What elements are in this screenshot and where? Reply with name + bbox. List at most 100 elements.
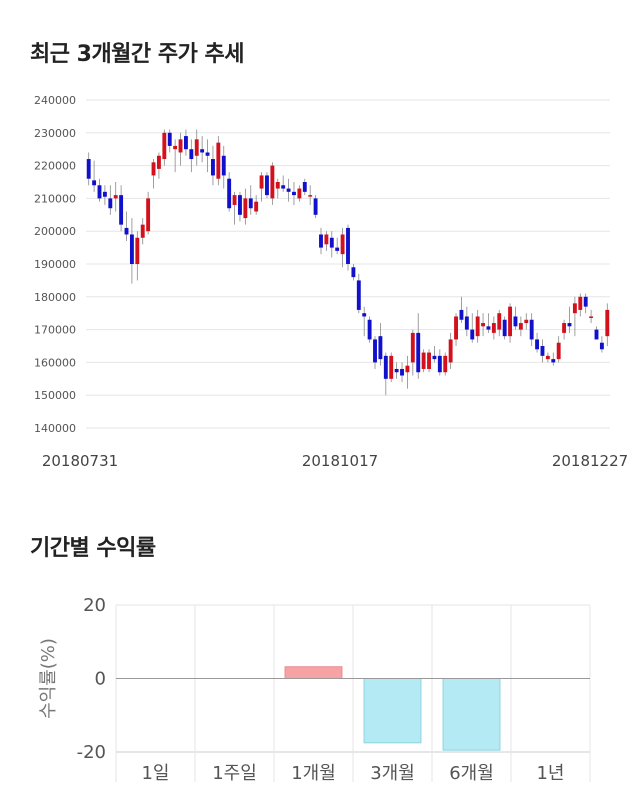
candle-body	[400, 368, 404, 376]
candle	[194, 129, 199, 166]
candle	[135, 231, 140, 281]
candle-body	[389, 355, 394, 379]
candle-body	[378, 336, 383, 360]
candle	[189, 139, 194, 173]
candle	[129, 218, 134, 284]
candle-body	[383, 355, 388, 379]
candle	[464, 306, 469, 337]
x-tick-label: 20181017	[302, 452, 378, 470]
candle-body	[529, 319, 534, 340]
candle	[367, 316, 372, 343]
candle	[92, 160, 97, 192]
candle-body	[97, 185, 102, 199]
x-tick-label: 3개월	[370, 763, 415, 784]
candle-body	[281, 185, 286, 189]
candle-body	[367, 319, 372, 340]
candle-body	[502, 319, 507, 337]
candle	[416, 313, 421, 379]
return-bar	[284, 666, 343, 679]
x-tick-label: 1년	[536, 763, 564, 784]
candle	[243, 188, 248, 225]
candle	[518, 316, 523, 337]
candle	[308, 185, 313, 205]
y-tick-label: 20	[83, 595, 106, 616]
candle-body	[102, 191, 107, 197]
candle-body	[475, 316, 480, 337]
candle	[486, 313, 491, 333]
candle-body	[275, 182, 280, 189]
candle-body	[524, 319, 529, 324]
candle	[302, 178, 307, 196]
x-tick-label: 1일	[141, 763, 169, 784]
candle	[173, 139, 178, 173]
candle	[124, 211, 129, 242]
candle-body	[259, 175, 264, 189]
candle	[572, 296, 577, 337]
candle	[535, 332, 540, 353]
candle-body	[454, 316, 458, 340]
candle	[346, 224, 350, 271]
candle	[319, 227, 323, 255]
candle	[156, 152, 161, 179]
candle-body	[356, 280, 361, 310]
candle	[211, 145, 215, 186]
candle-body	[410, 332, 415, 363]
candle-body	[221, 155, 226, 176]
period-return-title: 기간별 수익률	[30, 536, 156, 561]
candle	[556, 336, 561, 363]
candle	[508, 303, 513, 343]
candle	[589, 309, 594, 324]
candle	[97, 178, 102, 202]
y-tick-label: 180000	[34, 291, 76, 304]
candle-body	[146, 198, 151, 232]
candle	[389, 352, 394, 383]
candle-body	[497, 313, 502, 330]
candle-body	[518, 323, 523, 330]
candle-body	[421, 352, 426, 369]
candle-body	[265, 175, 269, 196]
candle	[497, 309, 502, 337]
candle	[454, 313, 458, 346]
candle-body	[594, 329, 599, 340]
candle	[286, 178, 291, 202]
y-tick-label: 240000	[34, 94, 76, 107]
candle	[248, 185, 253, 215]
candle	[470, 313, 475, 343]
candle-body	[427, 352, 431, 369]
candle-body	[211, 159, 215, 176]
candle-body	[535, 339, 540, 350]
candle-body	[319, 234, 323, 248]
candle-body	[108, 198, 113, 209]
candle-body	[562, 323, 567, 333]
candle-body	[556, 342, 561, 360]
y-tick-label: 160000	[34, 356, 76, 369]
candle	[265, 172, 269, 199]
candle	[524, 313, 529, 330]
candle-body	[227, 178, 232, 209]
candle	[281, 175, 286, 192]
candle-body	[270, 165, 275, 199]
candle	[205, 139, 210, 173]
candle	[102, 185, 107, 205]
candle	[437, 349, 442, 376]
candle-body	[124, 227, 129, 235]
candle-body	[605, 309, 610, 337]
candle	[481, 313, 485, 337]
candle	[400, 362, 404, 383]
candle-body	[448, 339, 453, 363]
candle-body	[481, 323, 485, 327]
candle	[410, 329, 415, 376]
candle-body	[508, 306, 513, 337]
candle-body	[329, 237, 334, 248]
candle-body	[113, 195, 118, 199]
candle	[405, 355, 410, 389]
return-bar	[363, 678, 422, 744]
candle	[113, 182, 118, 212]
candle	[551, 352, 556, 366]
candle-body	[459, 309, 464, 320]
candle	[167, 129, 172, 153]
candle-body	[216, 142, 221, 179]
candle-body	[167, 132, 172, 146]
candle-body	[238, 195, 242, 215]
